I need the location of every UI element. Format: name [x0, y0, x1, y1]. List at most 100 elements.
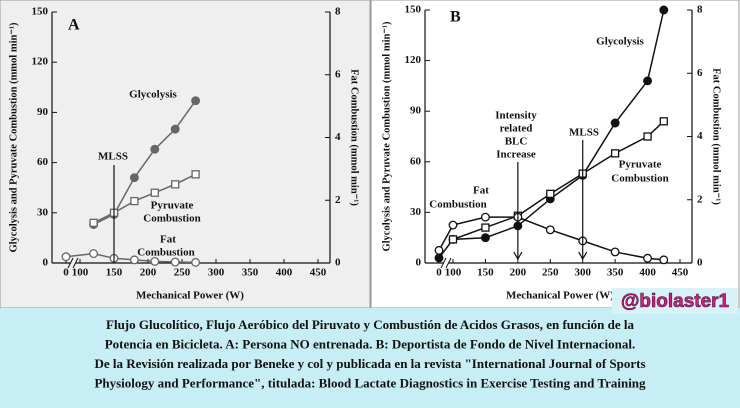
y2-axis-title: Fat Combustion (mmol min⁻¹): [711, 68, 722, 205]
y2-tick-label: 0: [697, 257, 703, 269]
marker: [170, 124, 180, 134]
marker: [61, 252, 71, 262]
annotation: Fat: [160, 234, 176, 246]
marker: [129, 173, 139, 183]
marker: [643, 76, 653, 86]
annotation: related: [500, 123, 533, 135]
y-tick-label: 150: [405, 4, 422, 16]
watermark: @biolaster1: [621, 291, 730, 312]
axis-break: [72, 257, 79, 269]
x-tick-label: 0: [63, 267, 69, 279]
axis-break: [67, 257, 74, 269]
annotation: Glycolysis: [129, 89, 177, 101]
caption-line: Physiology and Performance", titulada: B…: [94, 375, 646, 390]
x-axis-title: Mechanical Power (W): [136, 290, 244, 302]
y2-tick-label: 6: [697, 67, 703, 79]
marker: [191, 96, 201, 106]
marker: [89, 218, 98, 227]
y-tick-label: 60: [37, 156, 49, 168]
x-tick-label: 100: [445, 267, 462, 279]
marker: [171, 180, 180, 189]
y-tick-label: 90: [37, 106, 49, 118]
marker: [129, 255, 139, 265]
x-tick-label: 450: [310, 267, 327, 279]
x-tick-label: 300: [208, 267, 225, 279]
annotation: Increase: [496, 149, 536, 161]
x-tick-label: 100: [72, 267, 89, 279]
y2-tick-label: 4: [697, 130, 703, 142]
y2-tick-label: 4: [335, 131, 341, 143]
annotation: MLSS: [569, 127, 599, 139]
marker: [643, 132, 652, 141]
axis-break: [445, 257, 452, 269]
marker: [545, 225, 555, 235]
annotation: Combustion: [143, 213, 200, 225]
marker: [448, 220, 458, 230]
marker: [150, 188, 159, 197]
marker: [434, 253, 444, 263]
series-line: [452, 120, 665, 241]
marker: [191, 170, 200, 179]
x-tick-label: 150: [106, 267, 123, 279]
marker: [89, 249, 99, 259]
x-tick-label: 350: [607, 267, 624, 279]
annotation: Combustion: [611, 173, 668, 185]
y-tick-label: 150: [32, 6, 49, 18]
arrow-head: [513, 251, 523, 261]
x-tick-label: 200: [510, 267, 527, 279]
annotation: Pyruvate: [151, 200, 194, 212]
y2-tick-label: 2: [335, 194, 341, 206]
y-tick-label: 30: [37, 206, 49, 218]
x-tick-label: 300: [574, 267, 591, 279]
y-axis-title: Glycolysis and Pyruvate Combustion (mmol…: [8, 22, 19, 253]
y2-tick-label: 0: [335, 257, 341, 269]
annotation: Combustion: [137, 247, 194, 259]
x-tick-label: 150: [477, 267, 494, 279]
y-tick-label: 120: [405, 54, 422, 66]
y2-tick-label: 2: [697, 193, 703, 205]
caption-line: Potencia en Bicicleta. A: Persona NO ent…: [105, 336, 636, 351]
panel-b-background: [370, 0, 740, 309]
y2-axis-title: Fat Combustion (mmol min⁻¹): [349, 69, 360, 206]
marker: [610, 149, 620, 158]
x-tick-label: 250: [174, 267, 191, 279]
marker: [659, 5, 669, 15]
y2-tick-label: 6: [335, 68, 341, 80]
annotation: Fat: [473, 185, 489, 197]
caption-line: De la Revisión realizada por Beneke y co…: [94, 356, 645, 371]
y-axis-title: Glycolysis and Pyruvate Combustion (mmol…: [381, 21, 392, 252]
marker: [191, 257, 201, 267]
y2-tick-label: 8: [335, 6, 341, 18]
caption-line: Flujo Glucolítico, Flujo Aeróbico del Pi…: [106, 317, 634, 332]
y-tick-label: 0: [43, 257, 49, 269]
annotation: BLC: [505, 136, 528, 148]
marker: [610, 118, 620, 128]
marker: [480, 233, 490, 243]
y-tick-label: 90: [410, 105, 422, 117]
marker: [610, 247, 620, 257]
marker: [659, 117, 668, 126]
marker: [130, 196, 139, 206]
x-tick-label: 350: [242, 267, 259, 279]
annotation: Combustion: [429, 199, 486, 211]
y-tick-label: 60: [410, 155, 422, 167]
marker: [150, 144, 160, 154]
marker: [448, 235, 458, 244]
y-tick-label: 30: [410, 206, 422, 218]
marker: [481, 223, 490, 232]
x-tick-label: 400: [276, 267, 293, 279]
x-tick-label: 200: [140, 267, 157, 279]
annotation: B: [450, 9, 461, 26]
x-tick-label: 250: [542, 267, 559, 279]
marker: [480, 212, 490, 222]
marker: [643, 253, 653, 263]
annotation: Glycolysis: [596, 36, 644, 48]
y-tick-label: 0: [416, 257, 422, 269]
arrow-head: [578, 251, 588, 261]
x-axis-title: Mechanical Power (W): [506, 290, 614, 302]
marker: [546, 189, 555, 198]
annotation: Pyruvate: [619, 159, 662, 171]
x-tick-label: 400: [639, 267, 656, 279]
